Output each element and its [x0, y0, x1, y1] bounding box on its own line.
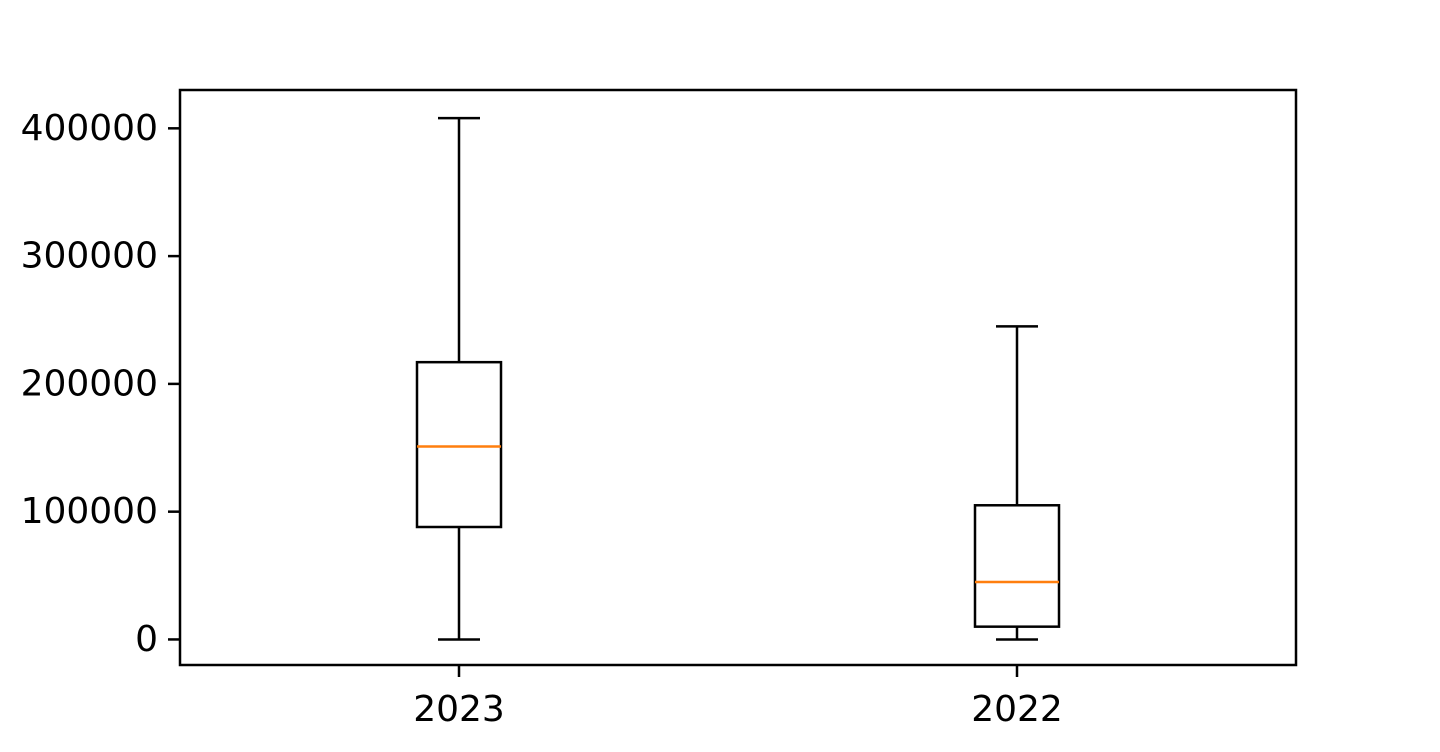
plot-frame	[178, 88, 1298, 667]
y-tick-label: 200000	[21, 363, 158, 404]
x-tick-label: 2023	[413, 689, 505, 730]
y-tick-label: 300000	[21, 236, 158, 277]
y-tick-label: 400000	[21, 108, 158, 149]
box-series	[415, 116, 1061, 641]
box-plot-2022	[973, 325, 1061, 641]
box-iqr	[415, 360, 503, 529]
x-axis: 2023 2022	[413, 665, 1063, 730]
y-axis: 0 100000 200000 300000 400000	[21, 108, 180, 660]
y-tick-label: 0	[135, 619, 158, 660]
box-plot-2023	[415, 116, 503, 641]
y-tick-label: 100000	[21, 491, 158, 532]
box-iqr	[973, 504, 1061, 628]
x-tick-label: 2022	[971, 689, 1063, 730]
